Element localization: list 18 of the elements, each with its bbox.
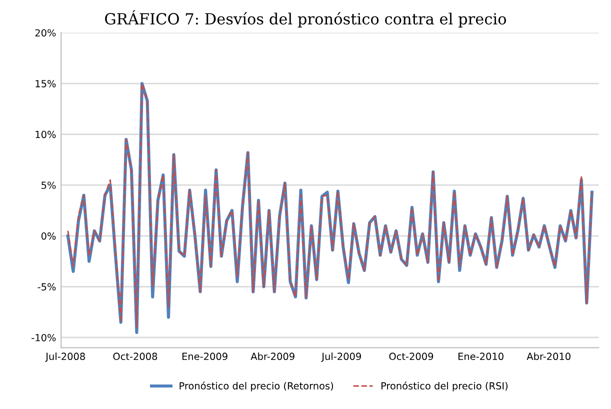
y-tick-label: 5% xyxy=(42,182,56,189)
x-tick-label: Oct-2009 xyxy=(389,352,434,360)
y-tick-label: 0% xyxy=(41,232,56,240)
y-tick-label: 10% xyxy=(36,130,56,138)
x-tick-label: Jul-2009 xyxy=(321,352,361,362)
chart-title: GRÁFICO 7: Desvíos del pronóstico contra el precio xyxy=(105,10,506,28)
legend-label: Pronóstico del precio (Retornos) xyxy=(180,382,334,392)
x-tick-label: Jul-2008 xyxy=(45,352,85,362)
y-tick-label: -5% xyxy=(38,283,56,291)
legend-label: Pronóstico del precio (RSI) xyxy=(381,382,508,392)
x-tick-label: Oct-2008 xyxy=(113,352,158,360)
x-tick-label: Ene-2009 xyxy=(182,352,228,360)
x-tick-label: Abr-2009 xyxy=(250,352,294,360)
x-tick-label: Abr-2010 xyxy=(526,352,570,360)
x-tick-label: Ene-2010 xyxy=(458,352,504,360)
y-tick-label: 20% xyxy=(35,29,56,37)
y-tick-label: -10% xyxy=(32,334,56,342)
y-tick-label: 15% xyxy=(36,80,56,88)
